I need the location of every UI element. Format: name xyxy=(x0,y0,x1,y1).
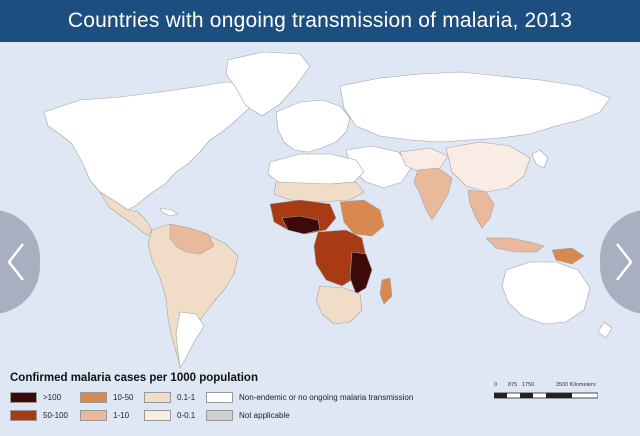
legend-item: >100 xyxy=(10,392,61,403)
southern-africa xyxy=(315,285,363,325)
greenland xyxy=(225,51,311,117)
central-america xyxy=(99,191,153,237)
legend-label: 0-0.1 xyxy=(177,411,196,420)
legend-label: 0.1-1 xyxy=(177,393,196,402)
legend-swatch xyxy=(10,392,37,403)
legend-label: 50-100 xyxy=(43,411,68,420)
korea-japan xyxy=(531,149,549,169)
legend-item: 0.1-1 xyxy=(144,392,195,403)
north-america xyxy=(43,81,263,211)
legend-item: 50-100 xyxy=(10,410,68,421)
world-map xyxy=(43,51,613,369)
scale-tick: 1750 xyxy=(522,382,535,388)
southeast-asia xyxy=(467,189,495,229)
indonesia xyxy=(485,237,545,253)
page-title: Countries with ongoing transmission of m… xyxy=(67,9,573,32)
west-africa-high xyxy=(281,215,321,235)
south-america-north xyxy=(169,223,215,255)
scale-tick: 0 xyxy=(494,382,498,388)
sahel xyxy=(273,181,365,203)
legend-swatch xyxy=(206,392,233,403)
scale-tick: 875 xyxy=(508,382,518,388)
legend-item: 10-50 xyxy=(80,392,133,403)
india xyxy=(413,167,453,221)
legend-label: 1-10 xyxy=(113,411,130,420)
scale-bar-graphic xyxy=(494,392,598,399)
legend-swatch xyxy=(80,410,107,421)
south-america-south xyxy=(175,311,205,369)
legend-label: 10-50 xyxy=(113,393,134,402)
europe xyxy=(275,99,351,153)
legend-label: Non-endemic or no ongoing malaria transm… xyxy=(239,393,414,402)
legend-swatch xyxy=(206,410,233,421)
legend-item: Non-endemic or no ongoing malaria transm… xyxy=(206,392,413,403)
legend-swatch xyxy=(144,410,171,421)
caribbean xyxy=(159,207,179,217)
china xyxy=(445,141,531,193)
legend-label: Not applicable xyxy=(239,411,290,420)
legend-swatch xyxy=(10,410,37,421)
new-zealand xyxy=(597,321,613,339)
legend-label: >100 xyxy=(43,393,62,402)
legend-swatch xyxy=(144,392,171,403)
east-africa xyxy=(339,199,385,237)
russia xyxy=(339,71,611,143)
header-bar: Countries with ongoing transmission of m… xyxy=(0,0,640,42)
chevron-right-icon xyxy=(616,243,633,281)
legend-title: Confirmed malaria cases per 1000 populat… xyxy=(10,372,258,384)
scale-bar: 0 875 1750 3500 Kilometers xyxy=(494,382,624,404)
map-area xyxy=(0,42,640,436)
central-africa-high xyxy=(349,251,373,295)
legend-swatch xyxy=(80,392,107,403)
central-asia xyxy=(399,147,449,173)
scale-tick: 3500 Kilometers xyxy=(556,382,596,388)
legend-item: 1-10 xyxy=(80,410,129,421)
madagascar xyxy=(379,277,393,305)
legend-item: 0-0.1 xyxy=(144,410,195,421)
australia xyxy=(501,261,591,325)
chevron-left-icon xyxy=(7,243,24,281)
papua xyxy=(551,247,585,265)
map-legend: Confirmed malaria cases per 1000 populat… xyxy=(10,372,470,432)
legend-item: Not applicable xyxy=(206,410,290,421)
north-africa xyxy=(267,153,365,185)
